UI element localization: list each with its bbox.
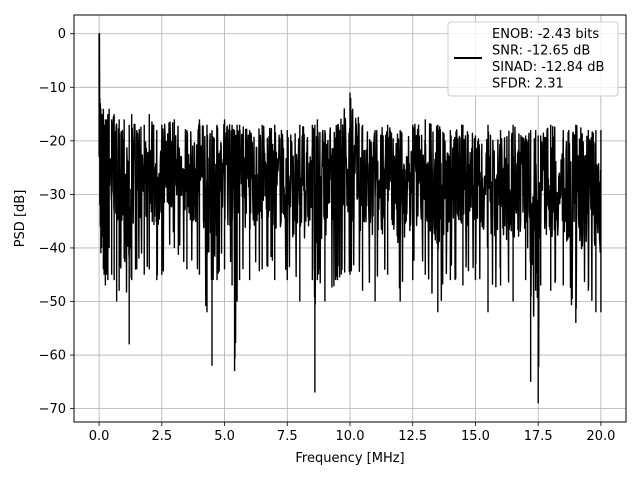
y-tick-label: 0 [58, 27, 66, 42]
y-tick-label: −60 [39, 349, 66, 364]
legend-entry-text: SFDR: 2.31 [492, 77, 564, 92]
y-tick-label: −50 [39, 295, 66, 310]
y-tick-label: −20 [39, 134, 66, 149]
x-tick-label: 5.0 [214, 429, 235, 444]
y-tick-label: −70 [39, 402, 66, 417]
x-tick-label: 17.5 [524, 429, 553, 444]
x-tick-label: 20.0 [586, 429, 615, 444]
x-tick-label: 15.0 [461, 429, 490, 444]
legend-box [447, 21, 619, 97]
y-tick-label: −30 [39, 188, 66, 203]
y-tick-label: −40 [39, 241, 66, 256]
y-axis-label: PSD [dB] [13, 190, 28, 248]
legend-entry-text: SNR: -12.65 dB [492, 44, 590, 59]
x-axis-ticks: 0.0 2.5 5.0 7.5 10.0 12.5 15.0 17.5 20.0 [89, 422, 615, 444]
y-tick-label: −10 [39, 81, 66, 96]
y-axis-ticks: 0 −10 −20 −30 −40 −50 −60 −70 [39, 27, 74, 417]
x-axis-label: Frequency [MHz] [295, 451, 404, 466]
x-tick-label: 12.5 [398, 429, 427, 444]
x-tick-label: 0.0 [89, 429, 110, 444]
psd-series-line [98, 33, 602, 404]
x-tick-label: 10.0 [336, 429, 365, 444]
psd-trace [98, 33, 602, 404]
x-tick-label: 2.5 [151, 429, 172, 444]
x-tick-label: 7.5 [277, 429, 298, 444]
legend-entry-text: ENOB: -2.43 bits [492, 27, 599, 42]
legend-entry-text: SINAD: -12.84 dB [492, 60, 604, 75]
